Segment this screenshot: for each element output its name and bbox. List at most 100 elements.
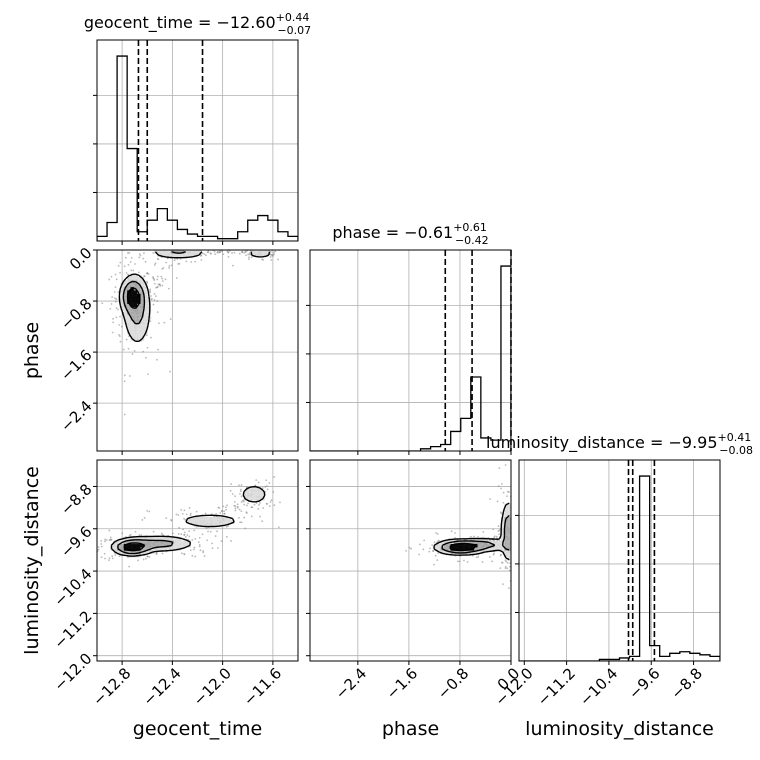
- density-cell: [460, 543, 465, 548]
- density-cell: [123, 540, 128, 545]
- sample-point: [521, 509, 523, 511]
- sample-point: [499, 511, 502, 514]
- density-cell: [167, 253, 171, 257]
- sample-point: [500, 561, 503, 564]
- sample-point: [127, 347, 130, 350]
- density-cell: [143, 327, 148, 331]
- density-cell: [133, 303, 138, 308]
- density-cell: [454, 540, 458, 545]
- sample-point: [496, 500, 499, 503]
- sample-point: [273, 247, 275, 249]
- sample-point: [276, 246, 278, 248]
- density-cell: [133, 537, 138, 541]
- sample-point: [266, 485, 268, 487]
- sample-point: [146, 346, 149, 349]
- density-cell: [454, 543, 458, 548]
- density-cell: [440, 540, 445, 545]
- title-luminosity_distance: luminosity_distance = −9.95+0.41 −0.08: [486, 431, 753, 457]
- density-cell: [194, 516, 198, 521]
- sample-point: [527, 533, 529, 535]
- density-cell: [164, 543, 168, 548]
- sample-point: [137, 271, 140, 274]
- sample-point: [506, 495, 508, 498]
- sample-point: [199, 254, 202, 257]
- sample-point: [168, 266, 170, 269]
- sample-point: [271, 247, 273, 249]
- sample-point: [517, 543, 519, 545]
- density-cell: [447, 543, 451, 548]
- density-cell: [500, 520, 505, 524]
- density-cell: [504, 506, 508, 511]
- sample-point: [156, 275, 159, 278]
- sample-point: [115, 307, 118, 309]
- density-cell: [504, 520, 508, 524]
- density-cell: [167, 547, 171, 551]
- sample-point: [243, 516, 246, 519]
- density-cell: [113, 540, 118, 545]
- sample-point: [434, 554, 437, 557]
- density-cell: [137, 310, 141, 314]
- density-cell: [127, 276, 131, 281]
- sample-point: [125, 272, 128, 274]
- density-cell: [133, 337, 138, 341]
- sample-point: [145, 280, 148, 283]
- density-cell: [507, 527, 511, 531]
- contour-line: [118, 251, 271, 342]
- density-cell: [500, 537, 505, 541]
- sample-point: [108, 539, 111, 542]
- sample-point: [151, 298, 153, 300]
- density-cell: [180, 543, 185, 548]
- density-cell: [127, 543, 131, 548]
- density-cell: [174, 540, 178, 545]
- sample-point: [182, 528, 185, 531]
- density-cell: [504, 530, 508, 534]
- density-cell: [450, 543, 455, 548]
- density-cell: [120, 293, 125, 298]
- sample-point: [259, 515, 262, 518]
- sample-point: [149, 288, 152, 291]
- sample-point: [152, 277, 155, 280]
- sample-point: [119, 271, 121, 274]
- density-cell: [204, 523, 208, 528]
- density-cell: [184, 250, 188, 254]
- density-cell: [133, 300, 138, 304]
- sample-point: [110, 303, 113, 305]
- sample-point: [231, 251, 233, 254]
- density-cell: [170, 547, 175, 551]
- contour-line: [449, 542, 478, 552]
- sample-point: [433, 541, 436, 544]
- y-tick-label: −12.0: [50, 650, 95, 695]
- sample-point: [164, 246, 166, 248]
- sample-point: [169, 370, 171, 373]
- density-cell: [113, 543, 118, 548]
- sample-point: [239, 492, 241, 495]
- sample-point: [495, 535, 498, 538]
- sample-point: [241, 499, 244, 502]
- sample-point: [175, 513, 178, 516]
- density-cell: [133, 296, 138, 301]
- sample-point: [173, 259, 176, 262]
- sample-point: [217, 547, 219, 549]
- sample-point: [268, 248, 270, 250]
- sample-point: [183, 533, 186, 536]
- sample-point: [153, 263, 156, 266]
- density-cell: [120, 306, 125, 311]
- sample-point: [234, 495, 236, 498]
- sample-point: [241, 251, 243, 253]
- sample-point: [405, 549, 407, 552]
- sample-point: [250, 515, 253, 518]
- sample-point: [156, 300, 159, 303]
- density-cell: [457, 540, 462, 545]
- sample-point: [142, 558, 145, 561]
- density-cell: [153, 537, 158, 541]
- sample-point: [240, 495, 243, 498]
- density-cell: [200, 523, 205, 528]
- density-cell: [120, 547, 125, 551]
- density-cell: [507, 513, 511, 518]
- sample-point: [266, 488, 269, 491]
- sample-point: [230, 483, 233, 486]
- density-cell: [257, 493, 262, 498]
- density-cell: [130, 320, 135, 324]
- sample-point: [506, 561, 509, 564]
- density-cell: [140, 296, 145, 301]
